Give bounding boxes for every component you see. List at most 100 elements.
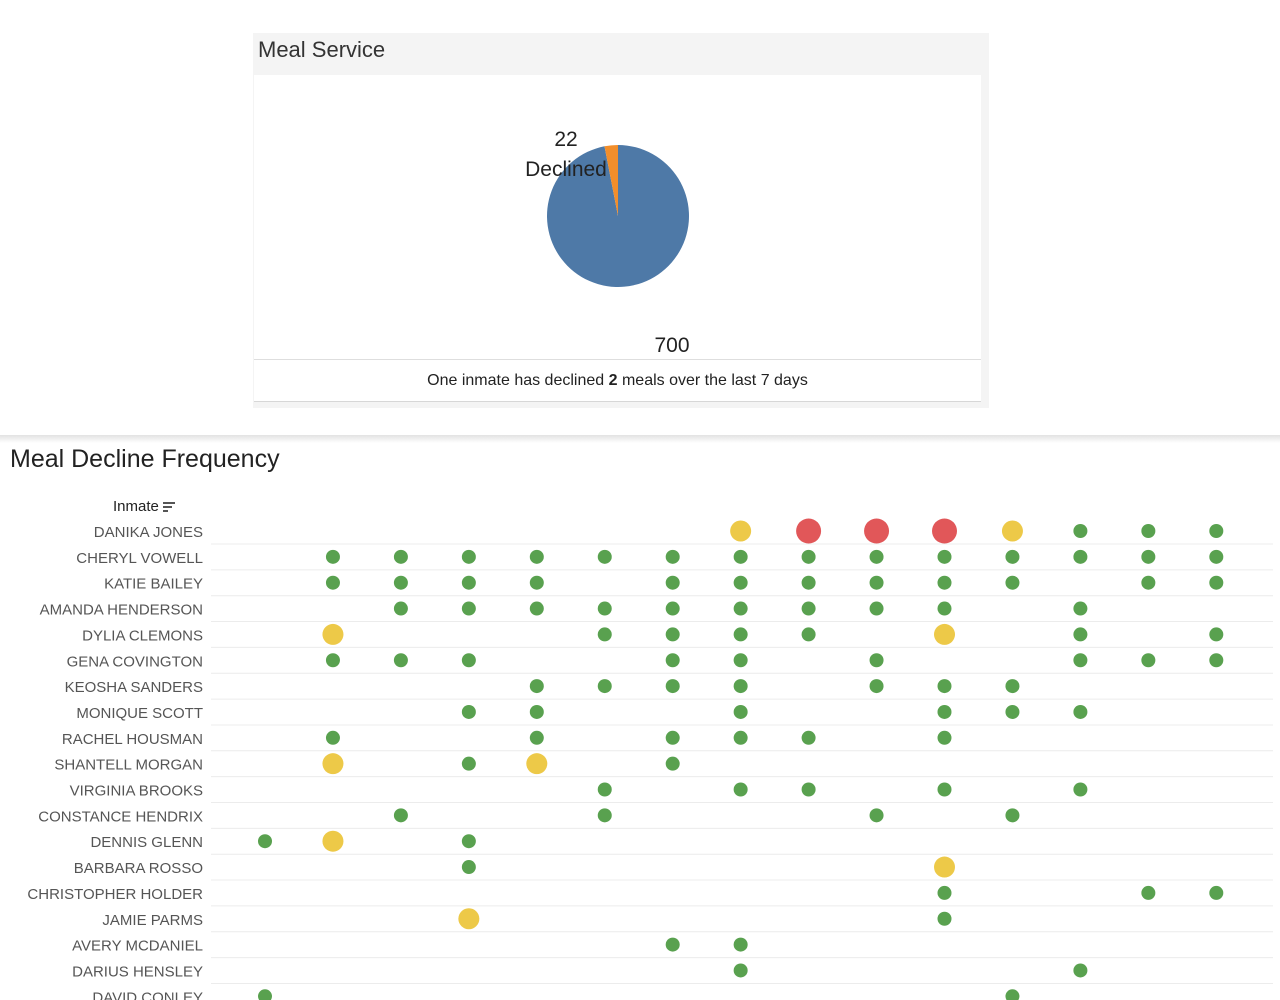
- decline-mark-red[interactable]: [932, 518, 957, 544]
- inmate-column-header[interactable]: Inmate: [113, 498, 175, 515]
- inmate-name-label[interactable]: DARIUS HENSLEY: [72, 963, 203, 980]
- inmate-name-label[interactable]: BARBARA ROSSO: [74, 860, 203, 877]
- decline-mark-green[interactable]: [597, 679, 612, 694]
- decline-mark-green[interactable]: [733, 575, 748, 590]
- decline-mark-green[interactable]: [597, 808, 612, 823]
- decline-mark-red[interactable]: [864, 518, 890, 544]
- decline-mark-green[interactable]: [733, 963, 748, 978]
- inmate-name-label[interactable]: KEOSHA SANDERS: [65, 679, 203, 696]
- decline-mark-green[interactable]: [869, 679, 884, 694]
- pie-slice-declined[interactable]: [604, 145, 618, 216]
- decline-mark-green[interactable]: [1005, 549, 1020, 564]
- decline-mark-green[interactable]: [1073, 782, 1088, 797]
- decline-mark-green[interactable]: [461, 653, 476, 668]
- decline-mark-green[interactable]: [733, 704, 748, 719]
- decline-mark-green[interactable]: [461, 575, 476, 590]
- decline-mark-green[interactable]: [393, 653, 408, 668]
- decline-mark-yellow[interactable]: [934, 856, 955, 878]
- inmate-name-label[interactable]: SHANTELL MORGAN: [54, 757, 203, 774]
- inmate-name-label[interactable]: AMANDA HENDERSON: [40, 602, 203, 619]
- decline-mark-yellow[interactable]: [322, 753, 344, 775]
- decline-mark-green[interactable]: [1073, 963, 1088, 978]
- decline-mark-green[interactable]: [325, 575, 340, 590]
- decline-mark-green[interactable]: [1209, 524, 1224, 538]
- decline-mark-green[interactable]: [937, 885, 952, 900]
- decline-mark-green[interactable]: [869, 549, 884, 564]
- decline-mark-green[interactable]: [1073, 549, 1088, 564]
- decline-mark-green[interactable]: [1209, 627, 1224, 642]
- decline-mark-green[interactable]: [325, 730, 340, 745]
- inmate-name-label[interactable]: MONIQUE SCOTT: [76, 705, 203, 722]
- decline-mark-green[interactable]: [733, 937, 748, 952]
- decline-mark-green[interactable]: [1209, 575, 1224, 590]
- decline-mark-green[interactable]: [258, 989, 272, 1000]
- decline-mark-green[interactable]: [1073, 524, 1088, 538]
- decline-mark-green[interactable]: [461, 860, 476, 875]
- decline-mark-green[interactable]: [461, 756, 476, 771]
- decline-mark-green[interactable]: [937, 679, 952, 694]
- inmate-name-label[interactable]: CHRISTOPHER HOLDER: [27, 886, 203, 903]
- decline-mark-green[interactable]: [1005, 575, 1020, 590]
- decline-mark-green[interactable]: [529, 549, 544, 564]
- decline-mark-green[interactable]: [733, 601, 748, 616]
- decline-mark-green[interactable]: [665, 575, 680, 590]
- decline-mark-green[interactable]: [869, 808, 884, 823]
- decline-mark-green[interactable]: [665, 601, 680, 616]
- decline-mark-green[interactable]: [461, 601, 476, 616]
- decline-mark-green[interactable]: [1073, 653, 1088, 668]
- decline-mark-green[interactable]: [1005, 808, 1020, 823]
- decline-mark-green[interactable]: [665, 653, 680, 668]
- decline-mark-green[interactable]: [869, 575, 884, 590]
- decline-mark-yellow[interactable]: [526, 753, 548, 775]
- decline-mark-green[interactable]: [461, 834, 476, 849]
- decline-mark-green[interactable]: [801, 601, 816, 616]
- decline-mark-green[interactable]: [665, 549, 680, 564]
- decline-mark-green[interactable]: [869, 601, 884, 616]
- decline-mark-green[interactable]: [1005, 704, 1020, 719]
- decline-mark-green[interactable]: [733, 730, 748, 745]
- decline-mark-green[interactable]: [529, 679, 544, 694]
- inmate-name-label[interactable]: DENNIS GLENN: [90, 834, 203, 851]
- decline-mark-green[interactable]: [1141, 575, 1156, 590]
- decline-mark-green[interactable]: [665, 937, 680, 952]
- inmate-name-label[interactable]: VIRGINIA BROOKS: [70, 783, 203, 800]
- decline-mark-yellow[interactable]: [458, 908, 480, 930]
- decline-mark-green[interactable]: [733, 627, 748, 642]
- decline-mark-green[interactable]: [869, 653, 884, 668]
- decline-mark-green[interactable]: [258, 834, 272, 849]
- decline-mark-green[interactable]: [1073, 704, 1088, 719]
- decline-mark-green[interactable]: [529, 730, 544, 745]
- decline-mark-green[interactable]: [665, 756, 680, 771]
- inmate-name-label[interactable]: AVERY MCDANIEL: [72, 938, 203, 955]
- decline-mark-green[interactable]: [461, 704, 476, 719]
- inmate-name-label[interactable]: GENA COVINGTON: [67, 653, 203, 670]
- decline-mark-green[interactable]: [1209, 549, 1224, 564]
- decline-mark-red[interactable]: [796, 518, 822, 544]
- decline-mark-green[interactable]: [325, 653, 340, 668]
- inmate-name-label[interactable]: JAMIE PARMS: [102, 912, 203, 929]
- decline-mark-green[interactable]: [801, 730, 816, 745]
- decline-mark-green[interactable]: [937, 575, 952, 590]
- decline-mark-green[interactable]: [665, 679, 680, 694]
- decline-mark-green[interactable]: [325, 549, 340, 564]
- decline-mark-green[interactable]: [937, 601, 952, 616]
- decline-mark-yellow[interactable]: [322, 830, 344, 852]
- decline-mark-green[interactable]: [597, 627, 612, 642]
- decline-mark-green[interactable]: [1005, 989, 1020, 1000]
- decline-mark-yellow[interactable]: [730, 520, 752, 542]
- decline-mark-yellow[interactable]: [1001, 520, 1023, 542]
- decline-mark-green[interactable]: [461, 549, 476, 564]
- decline-mark-green[interactable]: [937, 782, 952, 797]
- decline-mark-green[interactable]: [1141, 885, 1156, 900]
- decline-mark-green[interactable]: [1209, 885, 1224, 900]
- decline-mark-green[interactable]: [393, 575, 408, 590]
- decline-mark-green[interactable]: [597, 601, 612, 616]
- decline-mark-yellow[interactable]: [322, 623, 344, 645]
- decline-mark-green[interactable]: [1141, 549, 1156, 564]
- decline-mark-green[interactable]: [937, 704, 952, 719]
- decline-mark-green[interactable]: [597, 782, 612, 797]
- decline-mark-green[interactable]: [393, 601, 408, 616]
- decline-mark-green[interactable]: [1141, 524, 1156, 538]
- inmate-name-label[interactable]: DANIKA JONES: [94, 524, 203, 541]
- decline-mark-green[interactable]: [529, 704, 544, 719]
